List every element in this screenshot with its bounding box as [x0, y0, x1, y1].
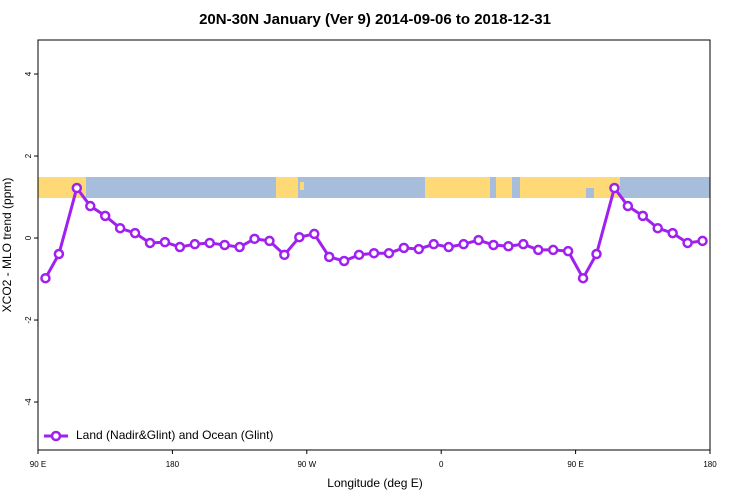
point [697, 235, 708, 247]
point [622, 200, 634, 212]
point [338, 255, 350, 267]
point [249, 233, 260, 245]
point [71, 182, 83, 194]
point [294, 231, 305, 243]
map-band [38, 177, 710, 198]
point [99, 210, 111, 222]
y-tick-label: -4 [24, 398, 33, 406]
point [398, 242, 410, 254]
point [473, 234, 484, 246]
x-tick-label: 90 E [567, 460, 583, 469]
point [637, 210, 649, 222]
y-tick-label: 0 [24, 235, 33, 240]
point [488, 239, 499, 251]
point [577, 272, 589, 284]
point [323, 251, 335, 263]
point [309, 228, 320, 240]
y-tick-label: 2 [24, 153, 33, 158]
x-tick-label: 90 E [30, 460, 46, 469]
point [383, 247, 395, 259]
point [144, 237, 156, 249]
point [547, 244, 559, 256]
point [40, 272, 51, 284]
point [174, 241, 186, 253]
point [159, 236, 171, 248]
point [114, 222, 126, 234]
x-tick-label: 180 [703, 460, 717, 469]
point [204, 237, 215, 249]
point [234, 241, 245, 253]
y-tick-label: 4 [24, 71, 33, 76]
point [652, 222, 663, 234]
point [353, 249, 365, 261]
series-line [44, 184, 703, 282]
chart-title: 20N-30N January (Ver 9) 2014-09-06 to 20… [199, 11, 551, 28]
point [458, 238, 469, 250]
x-tick-label: 180 [166, 460, 180, 469]
point [443, 241, 454, 253]
point [129, 227, 141, 239]
point [368, 247, 380, 259]
point [609, 182, 620, 194]
legend-marker [50, 430, 62, 442]
legend-label: Land (Nadir&Glint) and Ocean (Glint) [76, 428, 273, 442]
point [413, 243, 425, 255]
point [518, 238, 529, 250]
y-tick-label: -2 [24, 316, 33, 324]
x-axis-label: Longitude (deg E) [327, 476, 422, 490]
point [533, 244, 544, 256]
point [682, 237, 693, 249]
y-axis-label: XCO2 - MLO trend (ppm) [0, 178, 14, 313]
x-tick-label: 0 [439, 460, 444, 469]
point [428, 238, 439, 250]
x-tick-label: 90 W [297, 460, 316, 469]
point [503, 240, 514, 252]
point [562, 245, 574, 257]
point [85, 200, 96, 212]
point [591, 248, 602, 260]
point [264, 235, 275, 247]
point [219, 239, 230, 251]
point [667, 227, 678, 239]
point [189, 238, 201, 250]
point [53, 248, 65, 260]
point [279, 249, 290, 261]
plot-frame [37, 39, 711, 451]
